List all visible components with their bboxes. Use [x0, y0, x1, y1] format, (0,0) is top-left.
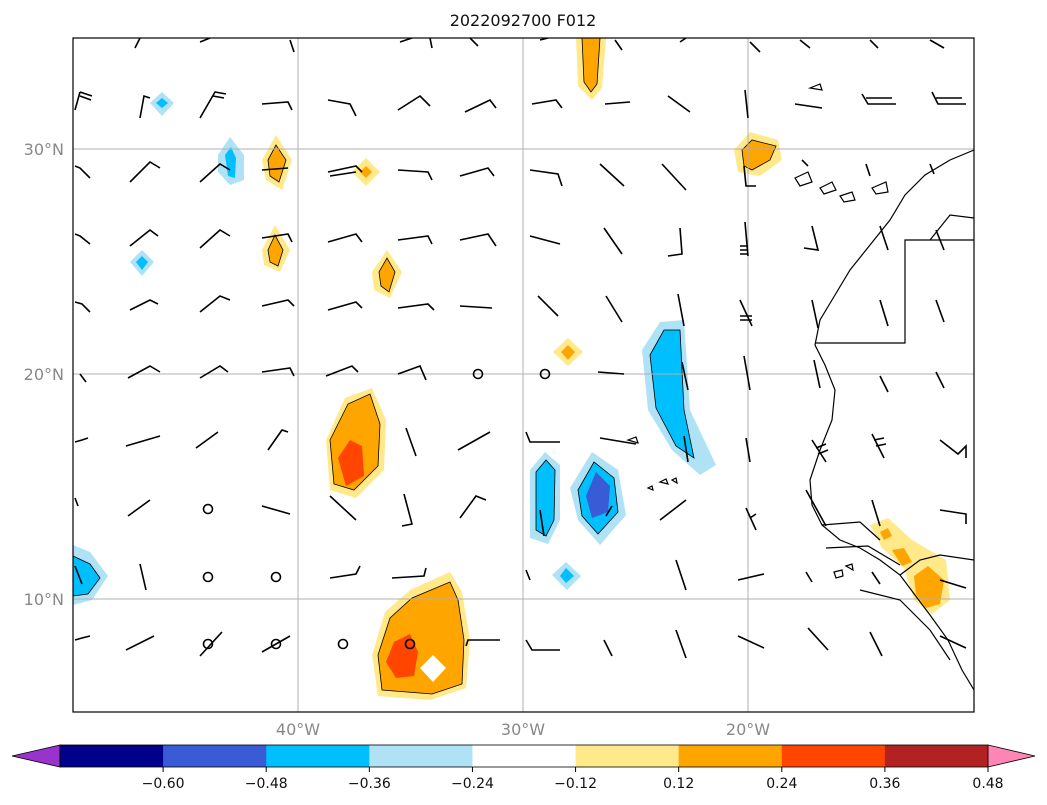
shade-blue-cluster: [73, 320, 716, 605]
calm-markers: [202, 368, 551, 650]
colorbar-swatch: [472, 745, 577, 767]
colorbar-label: −0.60: [142, 776, 185, 792]
lat-tick-10n: 10°N: [24, 590, 64, 609]
shade-mid-east: [326, 388, 386, 498]
map-panel: [72, 37, 975, 713]
colorbar-label: −0.12: [554, 776, 597, 792]
colorbar-swatch: [575, 745, 680, 767]
colorbar-extend-high: [987, 744, 1036, 768]
colorbar-label: 0.12: [663, 776, 694, 792]
lon-tick-20w: 20°W: [726, 720, 770, 739]
colorbar-swatch: [369, 745, 473, 767]
colorbar-extend-low: [11, 744, 61, 768]
contour-lines: [73, 38, 777, 695]
colorbar-label: 0.48: [972, 776, 1003, 792]
lat-tick-20n: 20°N: [24, 365, 64, 384]
shade-north-cells: [130, 38, 782, 366]
lon-tick-30w: 30°W: [501, 720, 545, 739]
colorbar: −0.60 −0.48 −0.36 −0.24 −0.12 0.12 0.24 0.36 0.4…: [11, 744, 1036, 792]
lat-tick-30n: 30°N: [24, 140, 64, 159]
shade-africa-coast: [870, 518, 950, 614]
colorbar-swatch: [678, 745, 783, 767]
map-frame: [72, 37, 975, 713]
map-title: 2022092700 F012: [450, 11, 597, 30]
colorbar-label: −0.36: [348, 776, 391, 792]
colorbar-frame: [59, 744, 989, 768]
colorbar-label: −0.48: [245, 776, 288, 792]
colorbar-label: 0.24: [766, 776, 797, 792]
shade-cape-verde-south: [372, 572, 470, 700]
wind-barbs: [74, 38, 967, 659]
shaded-field: [73, 38, 950, 700]
colorbar-swatch: [60, 745, 164, 767]
colorbar-swatch: [781, 745, 886, 767]
colorbar-swatch: [884, 745, 989, 767]
colorbar-swatch: [266, 745, 370, 767]
colorbar-swatch: [163, 745, 267, 767]
colorbar-label: 0.36: [869, 776, 900, 792]
colorbar-label: −0.24: [451, 776, 494, 792]
lon-tick-40w: 40°W: [276, 720, 320, 739]
